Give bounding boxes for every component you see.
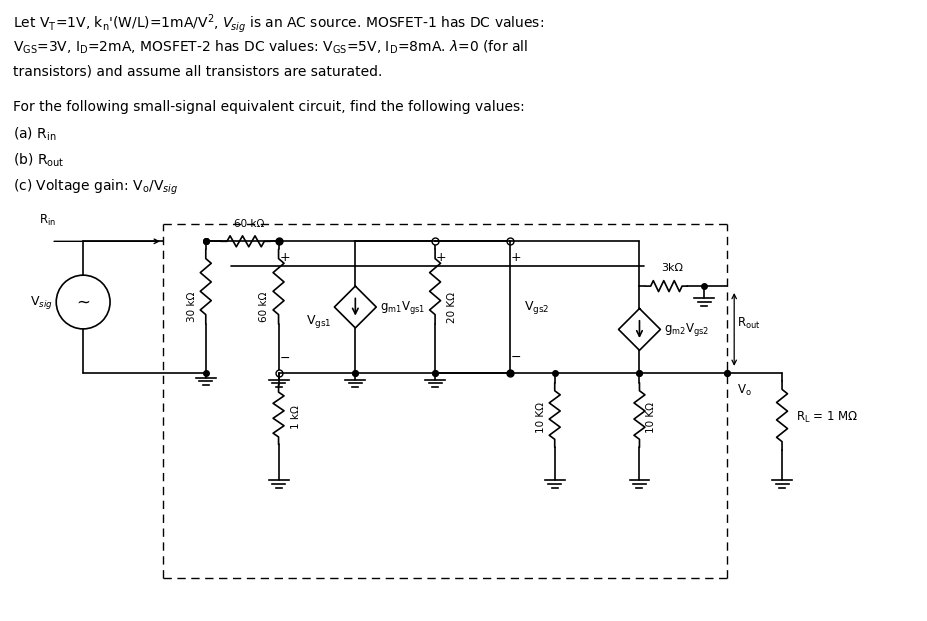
- Text: ~: ~: [76, 293, 90, 311]
- Text: 10 KΩ: 10 KΩ: [646, 402, 656, 433]
- Text: +: +: [279, 252, 290, 265]
- Text: For the following small-signal equivalent circuit, find the following values:: For the following small-signal equivalen…: [13, 100, 525, 114]
- Text: −: −: [279, 351, 290, 365]
- Text: 3kΩ: 3kΩ: [661, 263, 683, 273]
- Text: g$_{\rm m1}$V$_{\rm gs1}$: g$_{\rm m1}$V$_{\rm gs1}$: [380, 299, 425, 315]
- Text: V$_{\rm GS}$=3V, I$_{\rm D}$=2mA, MOSFET-2 has DC values: V$_{\rm GS}$=5V, I$_{\: V$_{\rm GS}$=3V, I$_{\rm D}$=2mA, MOSFET…: [13, 39, 528, 56]
- Text: +: +: [436, 252, 447, 265]
- Text: 30 kΩ: 30 kΩ: [187, 292, 197, 322]
- Text: 10 KΩ: 10 KΩ: [536, 402, 546, 433]
- Text: 60 kΩ: 60 kΩ: [259, 292, 269, 322]
- Text: (a) R$_{\rm in}$: (a) R$_{\rm in}$: [13, 126, 57, 143]
- Text: V$_{\rm gs2}$: V$_{\rm gs2}$: [524, 299, 549, 315]
- Text: R$_{\rm out}$: R$_{\rm out}$: [737, 316, 761, 331]
- Text: R$_{\rm L}$ = 1 MΩ: R$_{\rm L}$ = 1 MΩ: [796, 410, 858, 425]
- Text: R$_{\rm in}$: R$_{\rm in}$: [39, 213, 56, 229]
- Text: Let V$_{\rm T}$=1V, k$_{\rm n}$'(W/L)=1mA/V$^2$, $V_{\!\mathit{sig}}$ is an AC s: Let V$_{\rm T}$=1V, k$_{\rm n}$'(W/L)=1m…: [13, 12, 544, 35]
- Text: V$_{\mathit{sig}}$: V$_{\mathit{sig}}$: [30, 294, 53, 310]
- Text: 20 KΩ: 20 KΩ: [447, 291, 457, 322]
- Text: V$_{\rm gs1}$: V$_{\rm gs1}$: [307, 314, 332, 330]
- Text: +: +: [511, 252, 521, 265]
- Text: (c) Voltage gain: V$_{\rm o}$/V$_{\mathit{sig}}$: (c) Voltage gain: V$_{\rm o}$/V$_{\mathi…: [13, 178, 179, 197]
- Text: (b) R$_{\rm out}$: (b) R$_{\rm out}$: [13, 152, 65, 169]
- Text: transistors) and assume all transistors are saturated.: transistors) and assume all transistors …: [13, 64, 383, 78]
- Text: 1 kΩ: 1 kΩ: [290, 406, 300, 430]
- Text: 60 kΩ: 60 kΩ: [235, 219, 265, 229]
- Text: −: −: [511, 351, 521, 364]
- Text: g$_{\rm m2}$V$_{\rm gs2}$: g$_{\rm m2}$V$_{\rm gs2}$: [665, 321, 710, 338]
- Text: V$_{\rm o}$: V$_{\rm o}$: [737, 383, 752, 398]
